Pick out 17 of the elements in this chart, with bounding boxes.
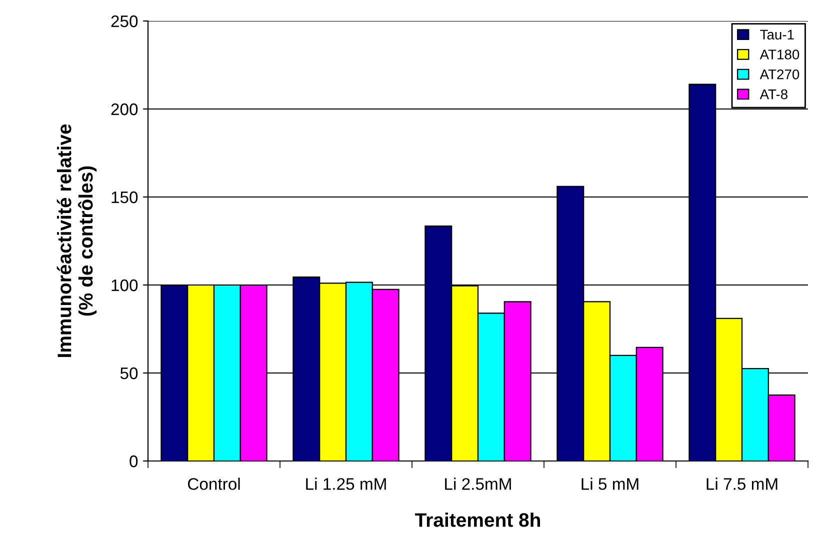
- y-axis-title: Immunoréactivité relative (% de contrôles): [56, 124, 97, 357]
- y-tick-label: 0: [130, 455, 138, 468]
- y-tick-label: 150: [112, 191, 138, 204]
- y-tick-label: 50: [120, 367, 138, 380]
- x-tick-label: Li 5 mM: [582, 478, 638, 490]
- x-tick-label: Li 7.5 mM: [706, 478, 778, 490]
- y-tick-label: 200: [111, 103, 138, 116]
- x-tick-label: Control: [188, 478, 240, 490]
- legend-label: AT180: [760, 50, 800, 60]
- legend-label: AT270: [760, 69, 800, 80]
- y-tick-label: 250: [111, 15, 138, 28]
- x-axis-title: Traitement 8h: [415, 512, 540, 527]
- x-tick-label: Li 2.5mM: [445, 478, 511, 490]
- x-tick-label: Li 1.25 mM: [306, 478, 386, 490]
- legend-label: Tau-1: [760, 30, 794, 40]
- y-tick-label: 100: [112, 279, 138, 292]
- legend-label: AT-8: [760, 89, 788, 100]
